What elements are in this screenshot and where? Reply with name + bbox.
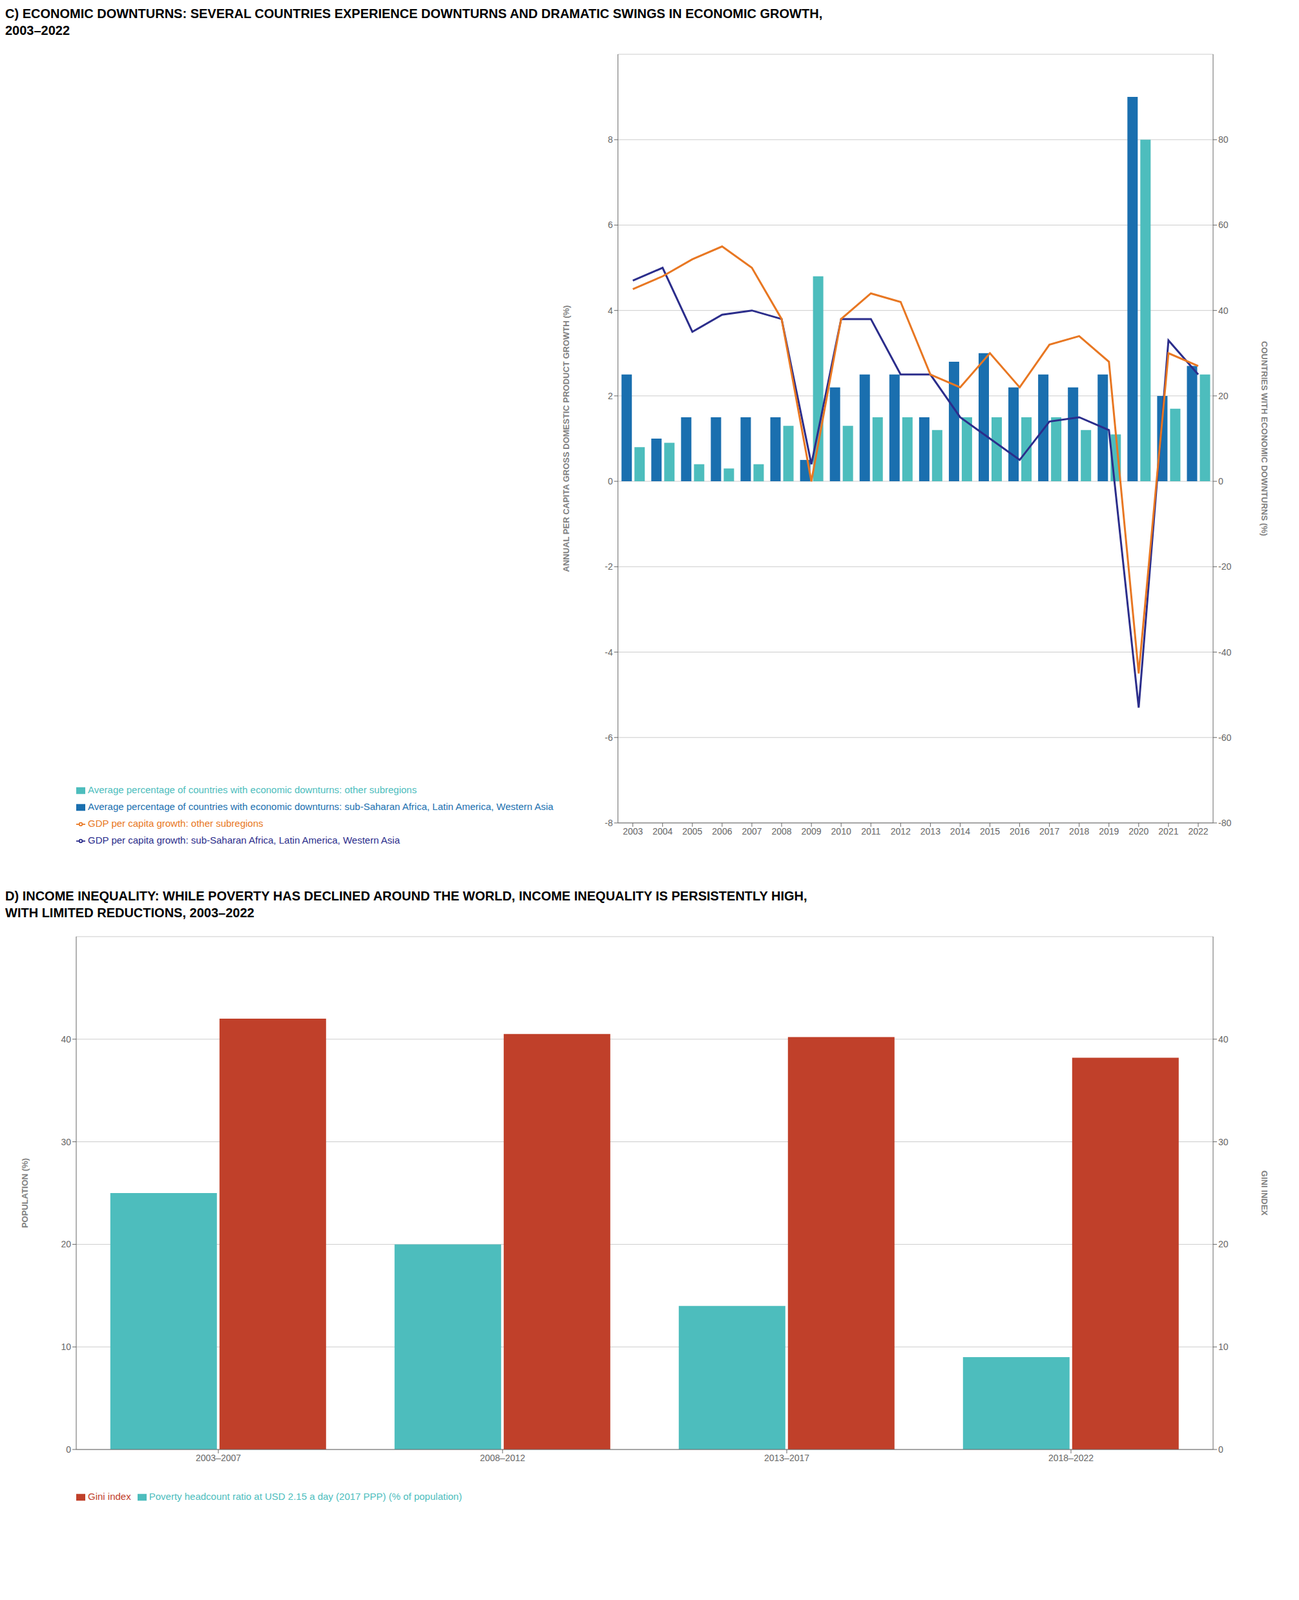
svg-text:2008–2012: 2008–2012: [479, 1452, 526, 1464]
html-text:Average percentage of countrie: Average percentage of countries with eco…: [87, 784, 417, 796]
svg-text:40: 40: [1218, 305, 1229, 316]
svg-text:20: 20: [1218, 1238, 1229, 1250]
html-text:Gini index: Gini index: [87, 1490, 131, 1502]
svg-text:10: 10: [1218, 1341, 1229, 1352]
svg-text:-6: -6: [604, 732, 614, 743]
svg-text:8: 8: [607, 134, 614, 145]
svg-text:2005: 2005: [682, 826, 703, 837]
svg-text:2: 2: [607, 390, 614, 402]
svg-text:2019: 2019: [1098, 826, 1119, 837]
svg-text:20: 20: [1218, 390, 1229, 402]
svg-text:40: 40: [60, 1034, 72, 1045]
svg-text:2011: 2011: [861, 826, 881, 837]
html-text:2003–2022: 2003–2022: [5, 23, 70, 38]
svg-text:60: 60: [1218, 219, 1229, 230]
svg-text:2014: 2014: [950, 826, 971, 837]
svg-text:2013: 2013: [920, 826, 941, 837]
svg-text:2003: 2003: [622, 826, 643, 837]
svg-text:2006: 2006: [711, 826, 732, 837]
svg-text:2020: 2020: [1128, 826, 1149, 837]
html-text:Average percentage of countrie: Average percentage of countries with eco…: [87, 800, 554, 812]
svg-text:0: 0: [607, 476, 614, 487]
svg-text:4: 4: [607, 305, 614, 316]
html-text:D) INCOME INEQUALITY: WHILE PO: D) INCOME INEQUALITY: WHILE POVERTY HAS …: [5, 888, 808, 904]
svg-text:0: 0: [1218, 1444, 1224, 1455]
svg-text:ANNUAL PER CAPITA GROSS DOMEST: ANNUAL PER CAPITA GROSS DOMESTIC PRODUCT…: [561, 305, 572, 573]
svg-text:-4: -4: [604, 647, 614, 658]
svg-text:2018–2022: 2018–2022: [1048, 1452, 1094, 1464]
svg-text:2007: 2007: [741, 826, 762, 837]
svg-text:80: 80: [1218, 134, 1229, 145]
svg-text:6: 6: [607, 219, 614, 230]
svg-text:2003–2007: 2003–2007: [195, 1452, 241, 1464]
svg-text:2022: 2022: [1187, 826, 1208, 837]
svg-text:30: 30: [60, 1136, 72, 1148]
svg-text:40: 40: [1218, 1034, 1229, 1045]
svg-text:0: 0: [1218, 476, 1224, 487]
html-text:WITH LIMITED REDUCTIONS, 2003–: WITH LIMITED REDUCTIONS, 2003–2022: [5, 905, 255, 920]
svg-text:30: 30: [1218, 1136, 1229, 1148]
html-text:GDP per capita growth: sub-Sah: GDP per capita growth: sub-Saharan Afric…: [87, 834, 400, 846]
svg-text:20: 20: [60, 1238, 72, 1250]
svg-text:-80: -80: [1218, 817, 1232, 829]
svg-text:0: 0: [65, 1444, 72, 1455]
svg-text:2010: 2010: [831, 826, 852, 837]
html-text:Poverty headcount ratio at USD: Poverty headcount ratio at USD 2.15 a da…: [149, 1490, 462, 1502]
html-text:GDP per capita growth: other s: GDP per capita growth: other subregions: [87, 817, 264, 829]
svg-text:2017: 2017: [1039, 826, 1060, 837]
svg-text:-60: -60: [1218, 732, 1232, 743]
svg-text:2013–2017: 2013–2017: [764, 1452, 810, 1464]
svg-text:2004: 2004: [652, 826, 673, 837]
svg-text:GINI INDEX: GINI INDEX: [1259, 1170, 1270, 1216]
svg-text:2012: 2012: [890, 826, 911, 837]
html-text:C) ECONOMIC DOWNTURNS: SEVERAL: C) ECONOMIC DOWNTURNS: SEVERAL COUNTRIES…: [5, 6, 823, 21]
svg-text:-20: -20: [1218, 561, 1232, 572]
svg-text:2009: 2009: [801, 826, 822, 837]
svg-text:-8: -8: [604, 817, 614, 829]
svg-text:COUNTRIES WITH ECONOMIC DOWNTU: COUNTRIES WITH ECONOMIC DOWNTURNS (%): [1259, 341, 1270, 537]
svg-text:2021: 2021: [1158, 826, 1179, 837]
svg-text:2018: 2018: [1069, 826, 1090, 837]
svg-text:-40: -40: [1218, 647, 1232, 658]
svg-text:2016: 2016: [1009, 826, 1030, 837]
svg-text:2008: 2008: [771, 826, 792, 837]
svg-text:-2: -2: [604, 561, 614, 572]
svg-text:2015: 2015: [979, 826, 1000, 837]
svg-text:POPULATION (%): POPULATION (%): [20, 1158, 30, 1228]
svg-text:10: 10: [60, 1341, 72, 1352]
